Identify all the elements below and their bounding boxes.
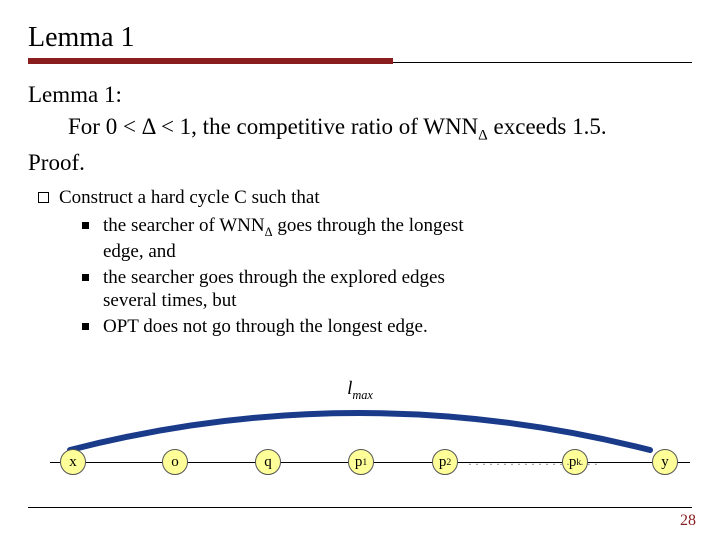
construct-item: OPT does not go through the longest edge…: [82, 315, 502, 339]
graph-node: y: [652, 449, 678, 475]
item1-pre: the searcher goes through the explored e…: [103, 267, 445, 312]
construct-sublist: the searcher of WNNΔ goes through the lo…: [82, 214, 692, 339]
item0-pre: the searcher of WNN: [103, 215, 265, 236]
graph-node: x: [60, 449, 86, 475]
construct-item-text: OPT does not go through the longest edge…: [103, 315, 428, 339]
page-number: 28: [680, 512, 696, 530]
ellipsis-dots: ···················: [468, 457, 601, 471]
delta-symbol: Δ: [142, 114, 156, 139]
proof-label: Proof.: [28, 148, 692, 178]
arc-path: [70, 413, 650, 450]
construct-item-text: the searcher goes through the explored e…: [103, 266, 502, 314]
lemma-heading: Lemma 1:: [28, 80, 692, 110]
rule-thick: [28, 58, 393, 64]
construct-item: the searcher of WNNΔ goes through the lo…: [82, 214, 502, 264]
lemma-block: Lemma 1: For 0 < Δ < 1, the competitive …: [28, 80, 692, 178]
construct-item: the searcher goes through the explored e…: [82, 266, 502, 314]
slide-title: Lemma 1: [28, 22, 692, 54]
slide: Lemma 1 Lemma 1: For 0 < Δ < 1, the comp…: [0, 0, 720, 540]
item2-pre: OPT does not go through the longest edge…: [103, 316, 428, 337]
bullet-filled-square-icon: [82, 274, 89, 281]
lemma-body-pre: For 0 <: [68, 114, 142, 139]
footer-rule: [28, 507, 692, 508]
node-row: xoqp1p2pky: [0, 449, 720, 479]
lemma-body: For 0 < Δ < 1, the competitive ratio of …: [68, 112, 692, 146]
graph-node: p1: [348, 449, 374, 475]
bullet-filled-square-icon: [82, 222, 89, 229]
construct-item-text: the searcher of WNNΔ goes through the lo…: [103, 214, 502, 264]
bullet-open-square-icon: [38, 192, 49, 203]
title-rule: [28, 58, 692, 68]
wnn-subscript: Δ: [478, 127, 488, 143]
graph-node: o: [162, 449, 188, 475]
item0-sub: Δ: [265, 224, 273, 238]
graph-node: q: [255, 449, 281, 475]
lemma-body-post: exceeds 1.5.: [488, 114, 607, 139]
construct-head-text: Construct a hard cycle C such that: [59, 186, 320, 210]
construct-head-row: Construct a hard cycle C such that: [38, 186, 692, 210]
construct-block: Construct a hard cycle C such that the s…: [38, 186, 692, 339]
bullet-filled-square-icon: [82, 323, 89, 330]
graph-node: p2: [432, 449, 458, 475]
lemma-body-mid: < 1, the competitive ratio of WNN: [155, 114, 478, 139]
